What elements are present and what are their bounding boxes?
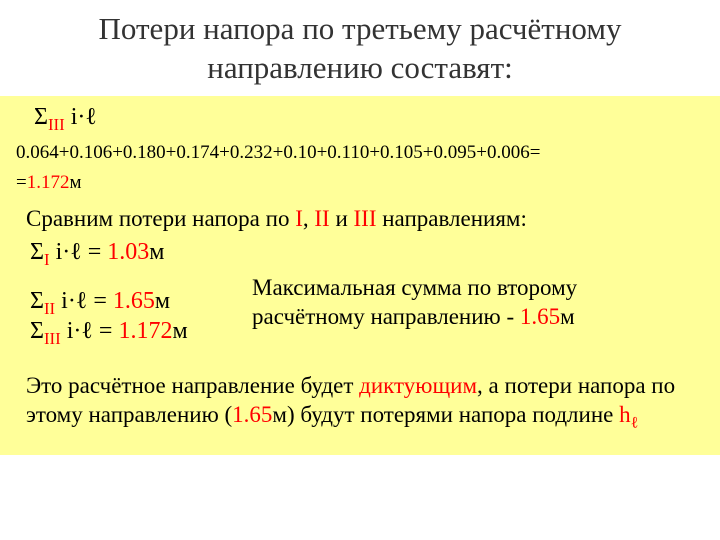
s3-unit: м: [172, 318, 187, 344]
conclusion: Это расчётное направление будет диктующи…: [12, 363, 708, 443]
c-sym: h: [619, 402, 631, 427]
s3-sigma: Σ: [30, 318, 44, 344]
cmp-r3: III: [354, 206, 377, 231]
sigma3-expr: i·ℓ: [65, 104, 97, 130]
title-line1: Потери напора по третьему расчётному: [99, 11, 622, 46]
s2-expr: i·ℓ =: [55, 288, 113, 314]
maxnote-l2a: расчётному направлению -: [252, 304, 520, 329]
s2-unit: м: [155, 288, 170, 314]
compare-sentence: Сравним потери напора по I, II и III нап…: [12, 202, 708, 236]
s3-expr: i·ℓ =: [61, 318, 119, 344]
c-p1: Это расчётное направление будет: [26, 373, 359, 398]
maxnote-l2u: м: [560, 304, 575, 329]
s2-sub: II: [44, 298, 55, 317]
c-v: 1.65: [232, 402, 272, 427]
sum-unit: м: [69, 172, 81, 193]
cmp-post: направлениям:: [377, 206, 527, 231]
s1-val: 1.03: [107, 239, 149, 265]
sigma2-line: ΣII i·ℓ = 1.65м: [12, 284, 242, 323]
maxnote-l1: Максимальная сумма по второму: [252, 275, 577, 300]
title-line2: направлению составят:: [207, 50, 512, 85]
cmp-r1: I: [295, 206, 303, 231]
s3-val: 1.172: [118, 318, 172, 344]
s1-expr: i·ℓ =: [50, 239, 108, 265]
maxnote-l2v: 1.65: [520, 304, 560, 329]
sigma3-subscript: III: [48, 114, 65, 133]
cmp-m1: ,: [303, 206, 315, 231]
sum-equation: 0.064+0.106+0.180+0.174+0.232+0.10+0.110…: [12, 138, 708, 168]
s3-sub: III: [44, 329, 61, 348]
slide-title: Потери напора по третьему расчётному нап…: [0, 0, 720, 96]
sigma1-line: ΣI i·ℓ = 1.03м: [12, 235, 708, 274]
sum-value: 1.172: [27, 172, 70, 193]
c-symsub: ℓ: [631, 415, 639, 432]
cmp-r2: II: [314, 206, 329, 231]
c-w1: диктующим: [359, 373, 477, 398]
content-box: ΣIII i·ℓ 0.064+0.106+0.180+0.174+0.232+0…: [0, 96, 720, 455]
c-p3: м) будут потерями напора подлине: [272, 402, 619, 427]
s1-unit: м: [149, 239, 164, 265]
sum-result: =1.172м: [12, 168, 708, 198]
cmp-pre: Сравним потери напора по: [26, 206, 295, 231]
sigma-symbol: Σ: [34, 104, 48, 130]
s2-val: 1.65: [113, 288, 155, 314]
sigma3-header: ΣIII i·ℓ: [12, 100, 708, 139]
sum-eq-prefix: =: [16, 172, 27, 193]
max-note: Максимальная сумма по второму расчётному…: [242, 274, 577, 332]
s1-sigma: Σ: [30, 239, 44, 265]
s2-sigma: Σ: [30, 288, 44, 314]
cmp-m2: и: [330, 206, 354, 231]
